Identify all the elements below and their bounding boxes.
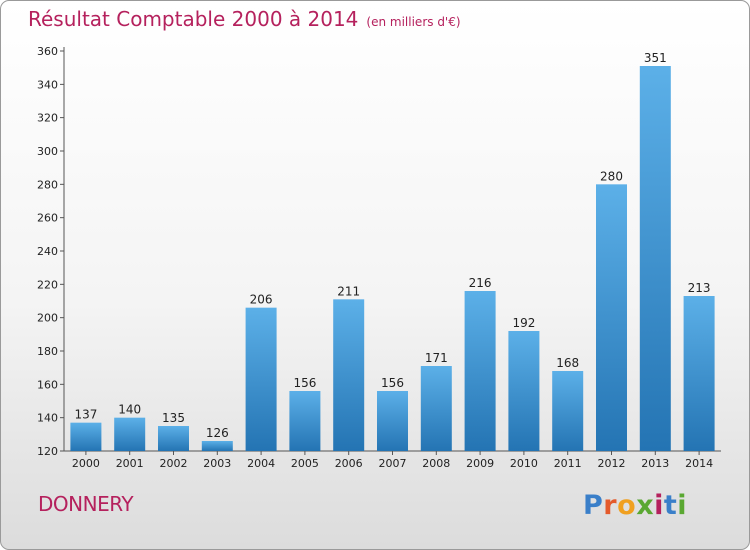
bar bbox=[639, 66, 671, 451]
city-name: DONNERY bbox=[38, 492, 134, 516]
bar-value-label: 135 bbox=[162, 411, 185, 425]
proxiti-logo: Proxiti bbox=[583, 490, 687, 521]
bar-value-label: 168 bbox=[556, 356, 579, 370]
bar bbox=[289, 391, 321, 451]
bars: 137 140 135 126 206 156 211 156 171 216 192 168 280 3… bbox=[70, 51, 715, 452]
bar bbox=[245, 307, 277, 451]
y-tick-label: 320 bbox=[37, 112, 58, 125]
chart-title-text: Résultat Comptable 2000 à 2014 bbox=[28, 7, 359, 31]
bar bbox=[596, 184, 627, 452]
bar-value-label: 140 bbox=[118, 403, 141, 417]
bar-value-label: 211 bbox=[337, 284, 360, 298]
bar bbox=[70, 422, 102, 451]
x-tick-label: 2005 bbox=[291, 457, 319, 470]
bar-value-label: 206 bbox=[250, 293, 273, 307]
bar-value-label: 213 bbox=[688, 281, 711, 295]
x-tick-label: 2011 bbox=[554, 457, 582, 470]
x-tick-label: 2004 bbox=[247, 457, 275, 470]
chart-title: Résultat Comptable 2000 à 2014 (en millie… bbox=[28, 7, 461, 31]
logo-letter: x bbox=[636, 490, 655, 521]
bar-value-label: 156 bbox=[293, 376, 316, 390]
y-tick-label: 120 bbox=[37, 445, 58, 458]
bar bbox=[114, 417, 146, 451]
x-tick-label: 2010 bbox=[510, 457, 538, 470]
x-tick-label: 2002 bbox=[160, 457, 188, 470]
logo-letter: r bbox=[603, 490, 618, 521]
y-tick-label: 200 bbox=[37, 312, 58, 325]
y-tick-label: 260 bbox=[37, 212, 58, 225]
y-tick-label: 140 bbox=[37, 412, 58, 425]
bar-value-label: 192 bbox=[512, 316, 535, 330]
bar bbox=[552, 371, 584, 451]
logo-letter: i bbox=[677, 490, 688, 521]
y-tick-label: 160 bbox=[37, 378, 58, 391]
logo-letter: P bbox=[583, 490, 604, 521]
x-tick-label: 2001 bbox=[116, 457, 144, 470]
axes: 120 140 160 180 200 220 240 260 280 300 320 340 360 2… bbox=[37, 45, 721, 470]
bar-value-label: 216 bbox=[469, 276, 492, 290]
x-tick-label: 2012 bbox=[598, 457, 626, 470]
bar bbox=[420, 366, 452, 451]
bar bbox=[508, 331, 540, 451]
bar bbox=[158, 426, 189, 451]
x-tick-label: 2007 bbox=[379, 457, 407, 470]
bar bbox=[333, 299, 365, 451]
bar bbox=[683, 296, 715, 451]
y-tick-label: 240 bbox=[37, 245, 58, 258]
y-tick-label: 340 bbox=[37, 78, 58, 91]
bar-value-label: 280 bbox=[600, 169, 623, 183]
unit-note: (en milliers d'€) bbox=[366, 15, 461, 29]
y-tick-label: 360 bbox=[37, 45, 58, 58]
bar-value-label: 351 bbox=[644, 51, 667, 65]
x-tick-label: 2003 bbox=[203, 457, 231, 470]
x-tick-label: 2009 bbox=[466, 457, 494, 470]
bar-value-label: 126 bbox=[206, 426, 229, 440]
y-tick-label: 300 bbox=[37, 145, 58, 158]
x-tick-label: 2000 bbox=[72, 457, 100, 470]
bar-value-label: 171 bbox=[425, 351, 448, 365]
bar-value-label: 137 bbox=[74, 408, 97, 422]
logo-letter: i bbox=[654, 490, 664, 521]
y-tick-label: 220 bbox=[37, 278, 58, 291]
x-tick-label: 2014 bbox=[685, 457, 713, 470]
y-tick-label: 280 bbox=[37, 178, 58, 191]
y-tick-label: 180 bbox=[37, 345, 58, 358]
logo-letter: o bbox=[617, 490, 637, 521]
bar bbox=[377, 391, 408, 451]
x-tick-label: 2013 bbox=[641, 457, 669, 470]
bar bbox=[464, 291, 496, 451]
x-tick-label: 2008 bbox=[422, 457, 450, 470]
logo-letter: t bbox=[663, 490, 678, 521]
x-tick-label: 2006 bbox=[335, 457, 363, 470]
bar bbox=[201, 441, 233, 451]
bar-value-label: 156 bbox=[381, 376, 404, 390]
